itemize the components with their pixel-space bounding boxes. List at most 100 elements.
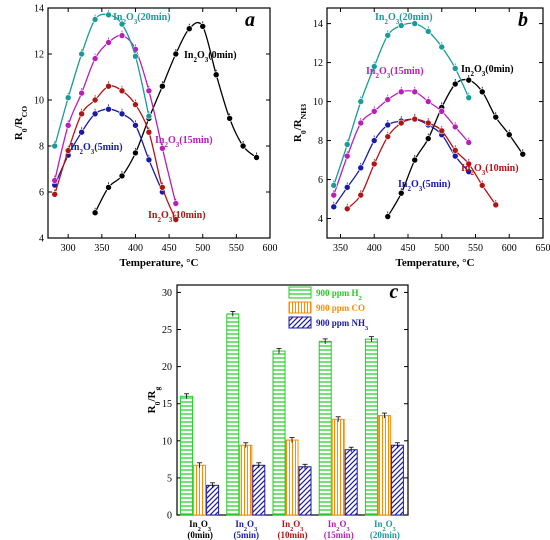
data-point <box>105 39 112 46</box>
data-point <box>465 76 473 84</box>
data-point <box>357 164 365 172</box>
data-point <box>212 71 220 78</box>
data-point <box>145 87 153 95</box>
bar <box>285 439 299 516</box>
series-annotation: In2O3(5min) <box>70 142 123 156</box>
panel-a-chart: 300 350 400 450 500 550 600 4 6 8 10 12 14 Temperatur… <box>13 4 278 270</box>
data-point <box>105 11 112 19</box>
data-point <box>199 23 207 30</box>
plot-frame <box>47 7 271 239</box>
panel-letter: a <box>245 9 255 31</box>
data-point <box>330 203 338 211</box>
bar <box>344 449 358 516</box>
data-point <box>159 82 166 90</box>
data-point <box>172 50 180 58</box>
bar <box>377 415 391 516</box>
data-point <box>424 119 432 127</box>
x-tick-label: 600 <box>502 243 517 254</box>
category-label-sub: (20min) <box>370 530 400 540</box>
data-point <box>384 213 392 220</box>
data-point <box>438 127 446 135</box>
category-label-sub: (15min) <box>324 530 354 540</box>
category-label-sub: (10min) <box>278 530 308 540</box>
panel-b-chart: 350 400 450 500 550 600 650 4 6 8 10 12 14 Temperatur… <box>292 7 550 269</box>
x-tick-label: 350 <box>94 243 109 254</box>
data-point <box>478 182 486 189</box>
x-axis-label: Temperature, °C <box>120 257 199 269</box>
data-point <box>51 177 59 184</box>
data-point <box>51 142 59 150</box>
panel-c-chart: 051015202530R0/RgIn2O3(0min)In2O3(5min)I… <box>146 281 409 540</box>
panel-letter: c <box>390 281 399 303</box>
series-annotation: In2O3(5min) <box>398 179 451 193</box>
data-point <box>78 128 85 136</box>
y-tick-label: 6 <box>318 175 323 186</box>
data-point <box>78 89 85 97</box>
data-point <box>411 156 419 164</box>
y-tick-label: 20 <box>162 362 172 373</box>
x-tick-label: 450 <box>162 243 177 254</box>
data-point <box>132 101 139 108</box>
series-line <box>54 85 177 220</box>
bar <box>252 464 266 516</box>
data-point <box>465 94 473 101</box>
x-tick-label: 450 <box>401 243 416 254</box>
bar <box>239 444 253 516</box>
series-line <box>333 22 470 186</box>
data-point <box>411 88 419 96</box>
x-tick-label: 300 <box>61 243 76 254</box>
data-point <box>411 115 419 123</box>
data-point <box>451 65 459 72</box>
data-point <box>424 135 432 142</box>
bar <box>206 484 220 516</box>
data-point <box>492 113 500 121</box>
x-tick-label: 550 <box>229 243 244 254</box>
series-annotation: In2O3(10min) <box>461 163 519 177</box>
legend-swatch <box>288 301 312 314</box>
x-tick-label: 600 <box>263 243 278 254</box>
data-point <box>172 200 180 207</box>
y-tick-label: 14 <box>313 19 323 30</box>
data-point <box>384 133 392 140</box>
y-tick-label: 4 <box>318 214 323 225</box>
x-tick-label: 500 <box>195 243 210 254</box>
category-label: In2O3 <box>282 519 304 533</box>
data-point <box>343 141 351 148</box>
data-point <box>330 182 338 189</box>
x-tick-label: 350 <box>333 243 348 254</box>
series-annotation: In2O3(10min) <box>148 210 206 224</box>
data-point <box>91 55 99 62</box>
data-point <box>411 20 419 27</box>
y-axis-label: R0/RNH3 <box>292 104 308 142</box>
data-point <box>172 216 180 223</box>
data-point <box>384 96 392 103</box>
data-point <box>105 82 112 90</box>
data-point <box>226 115 233 122</box>
data-point <box>64 147 72 154</box>
legend-swatch <box>288 286 312 299</box>
data-point <box>91 16 99 23</box>
data-point <box>91 110 99 118</box>
data-point <box>357 98 365 105</box>
y-tick-label: 30 <box>162 288 172 299</box>
series-line <box>54 34 177 204</box>
data-point <box>330 191 338 199</box>
data-point <box>438 43 446 51</box>
bar <box>364 338 378 516</box>
bar <box>226 313 240 516</box>
y-tick-label: 0 <box>167 511 172 522</box>
series-annotation: In2O3(15min) <box>366 66 424 80</box>
x-tick-label: 400 <box>367 243 382 254</box>
data-point <box>51 191 59 198</box>
y-tick-label: 8 <box>39 142 44 153</box>
data-point <box>465 160 473 168</box>
data-point <box>145 128 153 136</box>
data-point <box>465 168 473 176</box>
data-point <box>451 80 459 88</box>
y-tick-label: 8 <box>318 136 323 147</box>
data-point <box>492 201 500 209</box>
data-point <box>505 131 513 138</box>
bar <box>180 395 194 516</box>
y-tick-label: 10 <box>162 436 172 447</box>
legend-swatch <box>288 316 312 329</box>
